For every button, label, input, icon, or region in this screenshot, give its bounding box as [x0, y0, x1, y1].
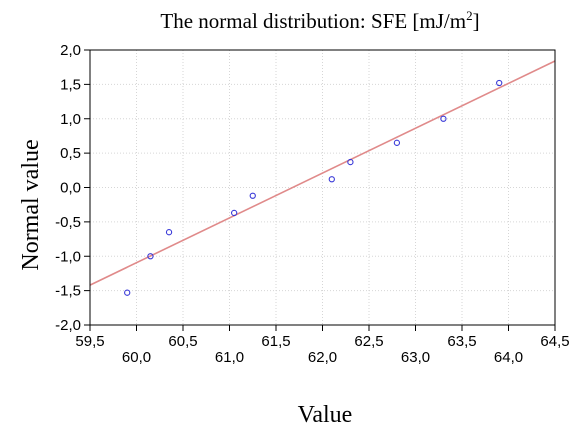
x-tick-label: 60,0	[122, 349, 151, 366]
y-tick-label: 0,5	[60, 145, 81, 162]
data-point	[393, 139, 401, 146]
data-points	[124, 79, 503, 296]
chart-title-superscript: 2	[466, 8, 473, 23]
data-point	[165, 229, 173, 236]
fit-line	[89, 60, 556, 286]
chart-title: The normal distribution: SFE [mJ/m2]	[160, 8, 479, 33]
x-tick-labels-bottom: 60,0 61,0 62,0 63,0 64,0	[122, 349, 523, 366]
x-tick-label: 64,5	[540, 333, 569, 350]
x-tick-label: 64,0	[494, 349, 523, 366]
data-point	[124, 289, 131, 296]
chart-title-end: ]	[473, 9, 480, 33]
y-tick-label: -0,5	[55, 214, 81, 231]
x-tick-label: 61,0	[215, 349, 244, 366]
x-tick-label: 59,5	[75, 333, 104, 350]
y-tick-label: 1,5	[60, 76, 81, 93]
data-point	[147, 253, 154, 260]
y-tick-label: -1,5	[55, 283, 81, 300]
data-point	[249, 192, 256, 199]
x-tick-label: 60,5	[168, 333, 197, 350]
y-axis-label: Normal value	[18, 139, 44, 270]
data-point	[347, 158, 354, 166]
y-tick-label: 0,0	[60, 180, 81, 197]
y-tick-label: 2,0	[60, 42, 81, 59]
data-point	[440, 115, 447, 122]
gridlines	[90, 50, 555, 325]
y-tick-label: -1,0	[55, 248, 81, 265]
y-tick-label: 1,0	[60, 111, 81, 128]
fit-line-group	[89, 60, 556, 286]
x-tick-label: 61,5	[261, 333, 290, 350]
data-point	[328, 176, 335, 183]
data-point	[230, 209, 238, 217]
y-tick-labels: 2,0 1,5 1,0 0,5 0,0 -0,5 -1,0 -1,5 -2,0	[55, 42, 81, 334]
x-tick-label: 62,5	[354, 333, 383, 350]
data-point	[496, 79, 503, 87]
x-tick-label: 62,0	[308, 349, 337, 366]
x-tick-label: 63,5	[447, 333, 476, 350]
axis-ticks	[84, 49, 556, 331]
x-tick-labels-top: 59,5 60,5 61,5 62,5 63,5 64,5	[75, 333, 569, 350]
x-tick-label: 63,0	[401, 349, 430, 366]
y-tick-label: -2,0	[55, 317, 81, 334]
chart-title-main: The normal distribution: SFE [mJ/m	[160, 9, 466, 33]
x-axis-label: Value	[298, 402, 353, 428]
